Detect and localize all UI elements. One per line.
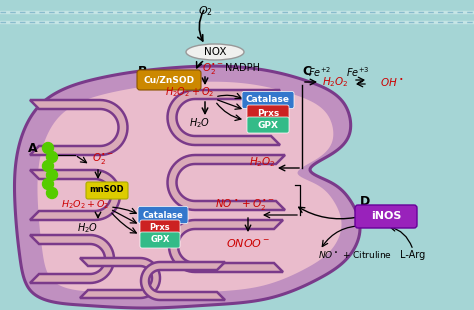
Text: $H_2O$: $H_2O$: [190, 116, 210, 130]
Text: A: A: [28, 142, 37, 155]
Text: Catalase: Catalase: [143, 210, 183, 219]
FancyBboxPatch shape: [355, 205, 417, 228]
Circle shape: [46, 152, 57, 162]
Text: $H_2O_2 + O_2$: $H_2O_2 + O_2$: [61, 199, 109, 211]
FancyBboxPatch shape: [247, 117, 289, 133]
Text: B: B: [138, 65, 147, 78]
Text: $H_2O_2$: $H_2O_2$: [249, 155, 275, 169]
Polygon shape: [37, 82, 341, 294]
Text: $H_2O_2$: $H_2O_2$: [322, 75, 348, 89]
FancyBboxPatch shape: [242, 91, 294, 108]
Text: GPX: GPX: [150, 236, 170, 245]
Text: D: D: [360, 195, 370, 208]
Text: mnSOD: mnSOD: [90, 185, 124, 194]
Polygon shape: [30, 170, 120, 220]
Text: Prxs: Prxs: [150, 224, 170, 232]
Polygon shape: [169, 220, 283, 272]
Text: Prxs: Prxs: [257, 108, 279, 117]
Text: $NO^\bullet + O_2^{\bullet-}$: $NO^\bullet + O_2^{\bullet-}$: [215, 197, 274, 212]
Text: iNOS: iNOS: [371, 211, 401, 221]
Circle shape: [46, 188, 57, 198]
Polygon shape: [167, 90, 280, 145]
Polygon shape: [167, 155, 285, 210]
Polygon shape: [15, 66, 360, 308]
Text: $Fe^{+3}$: $Fe^{+3}$: [346, 65, 370, 79]
Circle shape: [43, 179, 54, 189]
Text: $ONOO^-$: $ONOO^-$: [226, 237, 270, 249]
Text: GPX: GPX: [257, 121, 279, 130]
Text: C: C: [302, 65, 311, 78]
Text: Cu/ZnSOD: Cu/ZnSOD: [144, 76, 194, 85]
Text: $O_2^{\bullet-}$: $O_2^{\bullet-}$: [202, 60, 224, 76]
Text: NOX: NOX: [204, 47, 226, 57]
FancyBboxPatch shape: [86, 182, 128, 199]
Text: $O_2$: $O_2$: [198, 4, 212, 18]
FancyBboxPatch shape: [137, 70, 201, 90]
Text: $H_2O_2 + O_2$: $H_2O_2 + O_2$: [165, 85, 215, 99]
Text: $O_2^{\bullet-}$: $O_2^{\bullet-}$: [92, 150, 114, 166]
Text: $NO^\bullet$ + Citruline: $NO^\bullet$ + Citruline: [318, 250, 392, 260]
Text: L-Arg: L-Arg: [401, 250, 426, 260]
Polygon shape: [30, 100, 128, 155]
Ellipse shape: [186, 44, 244, 60]
FancyBboxPatch shape: [140, 220, 180, 236]
Polygon shape: [141, 262, 225, 300]
Polygon shape: [80, 258, 160, 298]
Circle shape: [43, 143, 54, 153]
Polygon shape: [30, 235, 114, 283]
FancyBboxPatch shape: [140, 232, 180, 248]
Circle shape: [43, 161, 54, 171]
Text: NADPH: NADPH: [225, 63, 260, 73]
Text: Catalase: Catalase: [246, 95, 290, 104]
FancyBboxPatch shape: [247, 105, 289, 121]
Text: $OH^\bullet$: $OH^\bullet$: [380, 76, 403, 88]
Text: $Fe^{+2}$: $Fe^{+2}$: [308, 65, 332, 79]
Circle shape: [46, 170, 57, 180]
Text: $H_2O$: $H_2O$: [77, 221, 99, 235]
FancyBboxPatch shape: [138, 206, 188, 224]
